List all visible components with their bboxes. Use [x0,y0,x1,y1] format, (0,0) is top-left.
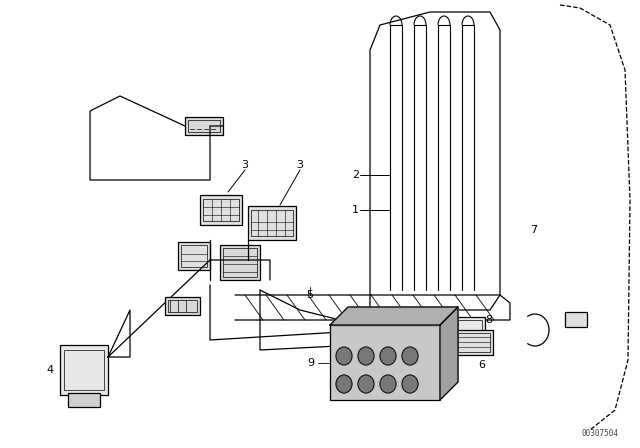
Polygon shape [330,307,458,325]
Bar [330,325,440,400]
Bar [165,297,200,315]
Text: 9: 9 [307,358,314,367]
Text: 3: 3 [241,160,248,170]
Bar [178,242,210,270]
Text: 6: 6 [479,360,486,370]
Bar [455,330,493,355]
Bar [251,210,293,236]
Bar [200,195,242,225]
Ellipse shape [402,375,418,393]
Bar [64,350,104,390]
Bar [565,312,587,327]
Ellipse shape [336,347,352,365]
Text: 7: 7 [530,225,537,235]
Ellipse shape [358,347,374,365]
Text: 1: 1 [352,205,359,215]
Ellipse shape [336,375,352,393]
Text: 2: 2 [352,170,359,180]
Bar [188,120,220,132]
Bar [203,199,239,221]
Bar [60,345,108,395]
Text: 5: 5 [307,290,314,300]
Bar [458,333,490,352]
Bar [248,206,296,240]
Bar [168,300,197,312]
Text: 4: 4 [47,365,54,375]
Ellipse shape [402,347,418,365]
Text: 8: 8 [485,315,492,325]
Text: 3: 3 [296,160,303,170]
Bar [181,245,207,267]
Bar [458,320,482,332]
Polygon shape [440,307,458,400]
Bar [185,117,223,135]
Ellipse shape [358,375,374,393]
Bar [220,245,260,280]
Ellipse shape [380,347,396,365]
Bar [68,393,100,407]
Bar [223,248,257,277]
Bar [455,317,485,335]
Ellipse shape [380,375,396,393]
Text: 00307504: 00307504 [582,428,618,438]
